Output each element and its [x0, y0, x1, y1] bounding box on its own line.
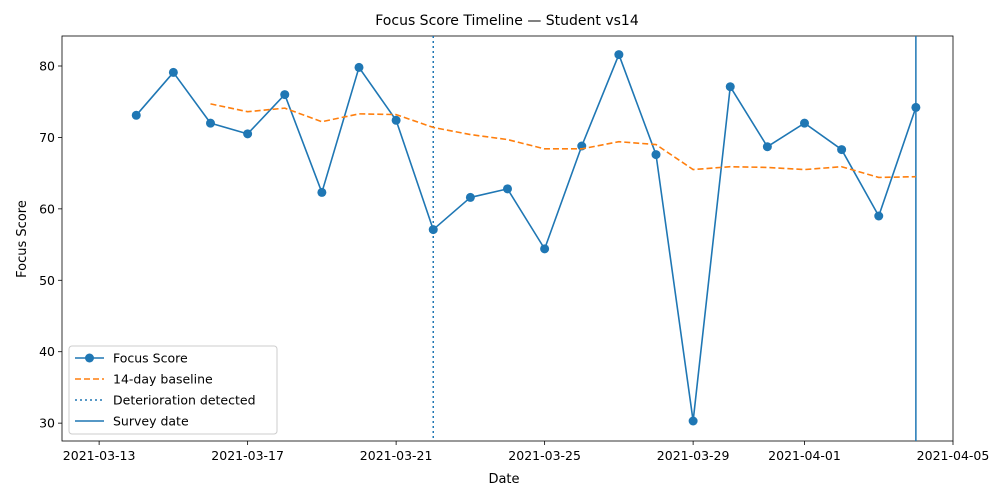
legend: Focus Score 14-day baseline Deterioration … — [68, 345, 278, 435]
focus-score-point — [280, 90, 290, 100]
x-axis-label: Date — [488, 472, 519, 487]
legend-label-deterioration: Deterioration detected — [113, 393, 256, 408]
legend-label-baseline: 14-day baseline — [113, 372, 213, 387]
focus-score-point — [874, 211, 884, 221]
focus-score-point — [391, 115, 401, 125]
focus-score-point — [465, 192, 475, 202]
legend-label-survey-date: Survey date — [113, 414, 189, 429]
x-tick-label: 2021-03-25 — [508, 448, 581, 463]
chart-title: Focus Score Timeline — Student vs14 — [375, 13, 639, 29]
focus-score-point — [503, 184, 512, 194]
focus-score-point — [317, 187, 327, 197]
legend-label-focus-score: Focus Score — [113, 351, 188, 366]
y-tick-label: 60 — [39, 201, 55, 216]
x-tick-label: 2021-03-13 — [63, 448, 136, 463]
focus-score-point — [206, 118, 215, 128]
x-tick-label: 2021-04-01 — [768, 448, 841, 463]
focus-score-point — [800, 118, 809, 128]
y-tick-label: 80 — [39, 59, 55, 74]
focus-score-point — [911, 102, 921, 112]
focus-score-point — [168, 67, 178, 77]
x-tick-label: 2021-04-05 — [917, 448, 990, 463]
focus-score-point — [614, 50, 624, 60]
x-tick-label: 2021-03-29 — [657, 448, 730, 463]
focus-score-point — [354, 62, 364, 72]
y-axis: 30 40 50 60 70 80 — [39, 59, 62, 431]
y-tick-label: 50 — [39, 273, 55, 288]
focus-score-point — [837, 145, 847, 155]
focus-score-point — [725, 82, 735, 92]
focus-score-point — [243, 129, 253, 139]
y-tick-label: 30 — [39, 416, 55, 431]
focus-score-point — [688, 416, 698, 426]
x-tick-label: 2021-03-17 — [211, 448, 284, 463]
x-tick-label: 2021-03-21 — [360, 448, 433, 463]
focus-score-point — [540, 244, 550, 254]
y-tick-label: 70 — [39, 130, 55, 145]
focus-score-point — [762, 142, 772, 152]
focus-score-point — [428, 225, 438, 235]
y-axis-label: Focus Score — [15, 200, 30, 278]
series-group — [131, 50, 921, 426]
focus-score-point — [651, 150, 661, 160]
focus-score-line — [135, 53, 917, 422]
x-axis: 2021-03-13 2021-03-17 2021-03-21 2021-03-25… — [63, 441, 990, 463]
y-tick-label: 40 — [39, 344, 55, 359]
focus-score-point — [131, 110, 141, 120]
legend-box — [68, 345, 278, 435]
legend-marker-focus-score — [85, 353, 94, 363]
baseline-line — [210, 103, 916, 179]
